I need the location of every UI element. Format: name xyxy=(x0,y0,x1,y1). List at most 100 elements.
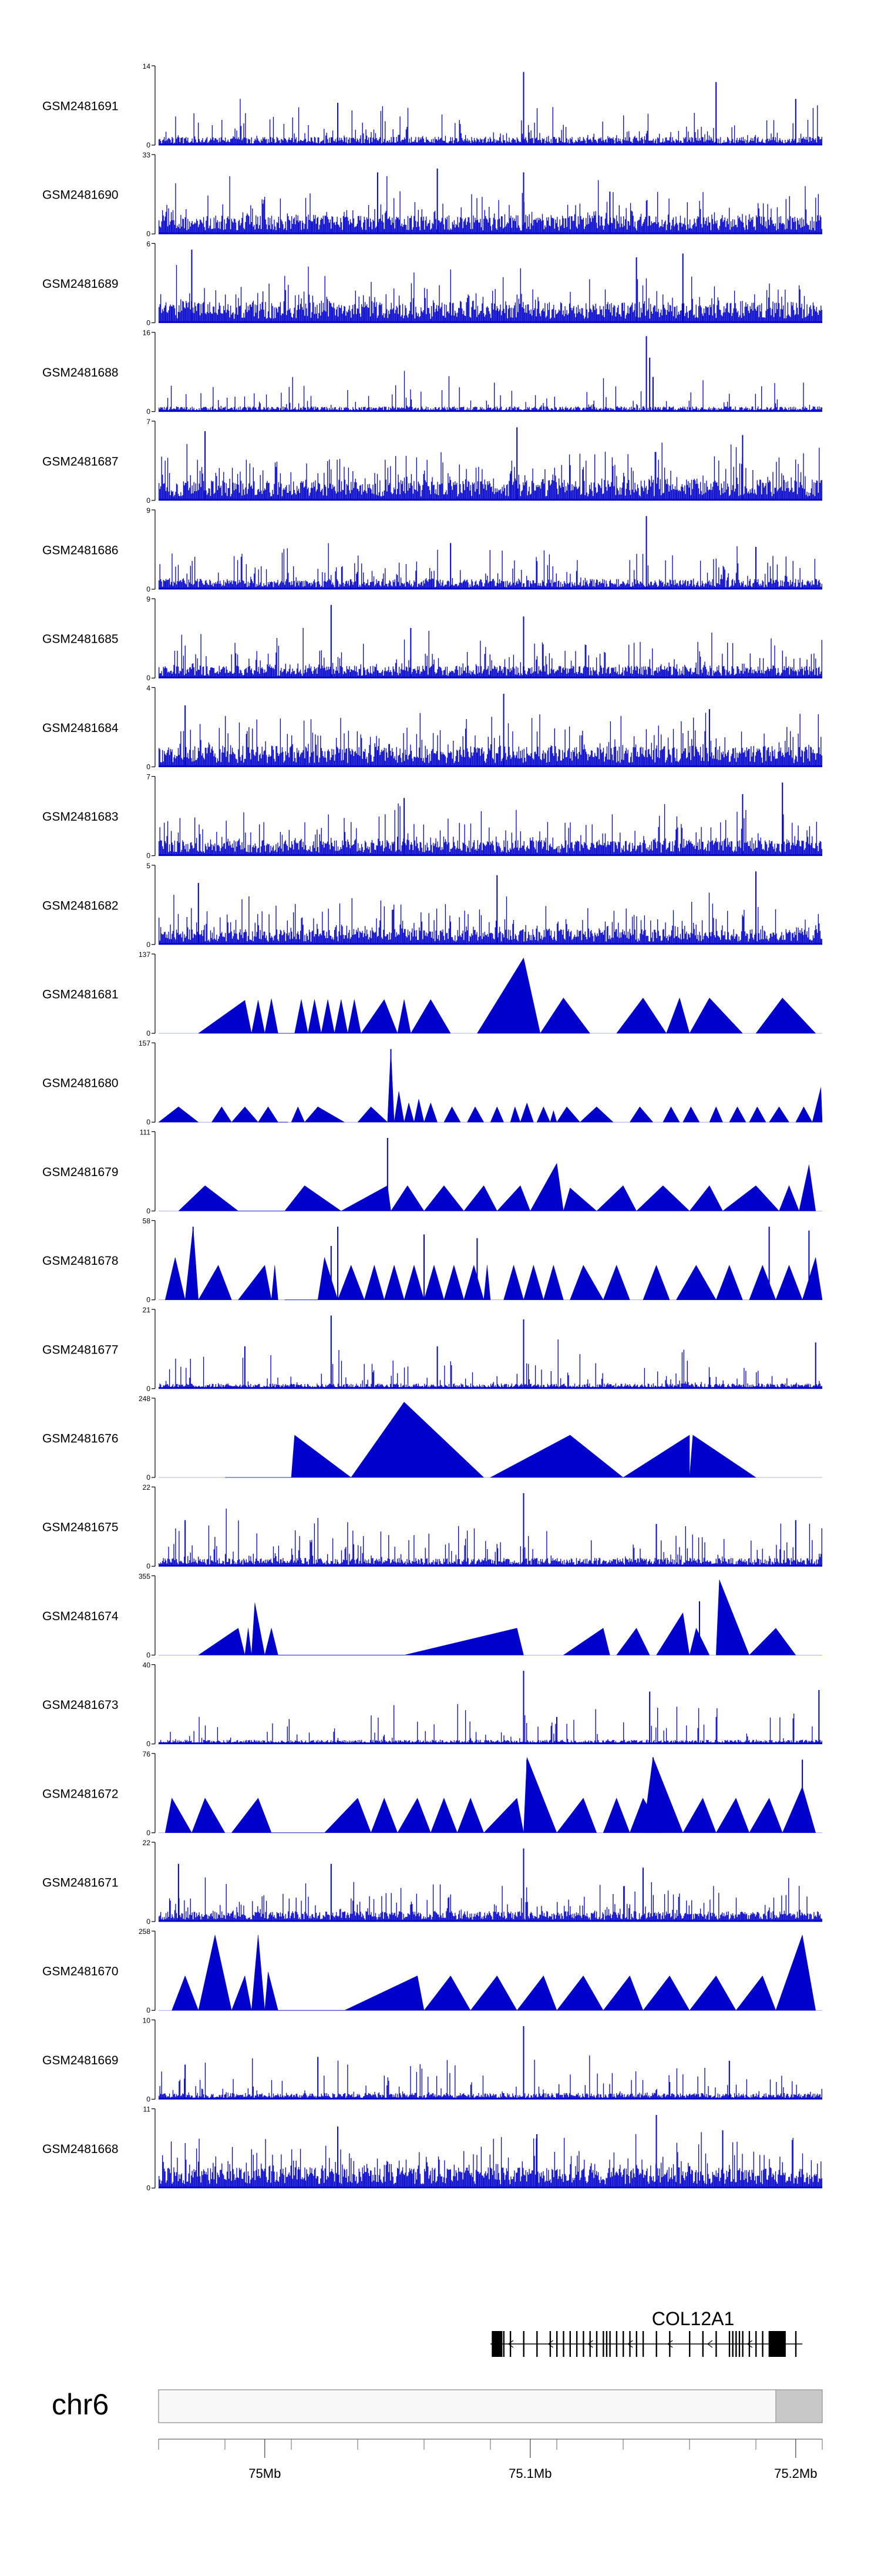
coverage-triangle xyxy=(294,999,308,1034)
y-max-label: 6 xyxy=(146,240,150,248)
gene-exon xyxy=(623,2331,624,2357)
coverage-triangle xyxy=(496,1185,531,1211)
coverage-triangle xyxy=(735,1975,776,2011)
coverage-triangle xyxy=(722,1185,780,1211)
y-max-label: 76 xyxy=(143,1750,151,1758)
gene-exon xyxy=(702,2331,704,2357)
y-max-label: 16 xyxy=(143,329,151,337)
coverage-triangle xyxy=(689,1435,756,1478)
gene-exon xyxy=(732,2331,734,2357)
y-max-label: 4 xyxy=(146,684,150,692)
gene-exon-block xyxy=(492,2331,503,2357)
coverage-triangle xyxy=(523,1757,557,1833)
coverage-triangle xyxy=(769,1106,789,1123)
coverage-bars xyxy=(159,442,822,501)
track-GSM2481684: GSM2481684 4 0 xyxy=(42,684,822,771)
track-GSM2481683: GSM2481683 7 0 xyxy=(42,773,822,860)
coverage-bars xyxy=(159,1508,822,1567)
track-GSM2481671: GSM2481671 22 0 xyxy=(42,1839,822,1926)
coverage-triangle xyxy=(463,1264,485,1300)
track-GSM2481677: GSM2481677 21 0 xyxy=(42,1306,822,1393)
gene-exon xyxy=(738,2331,741,2357)
y-max-label: 14 xyxy=(143,62,151,70)
coverage-triangle xyxy=(403,1264,425,1300)
track-GSM2481678: GSM2481678 58 0 xyxy=(42,1217,823,1304)
gene-exon xyxy=(536,2331,538,2357)
track-label: GSM2481691 xyxy=(42,100,119,113)
y-max-label: 22 xyxy=(143,1483,151,1492)
track-GSM2481674: GSM2481674 355 0 xyxy=(42,1572,822,1659)
coverage-triangle xyxy=(802,1257,823,1300)
track-GSM2481685: GSM2481685 9 0 xyxy=(42,595,822,682)
coverage-triangle xyxy=(543,1264,564,1300)
coverage-triangle xyxy=(337,1265,365,1300)
y-max-label: 9 xyxy=(146,595,150,603)
coverage-triangle xyxy=(351,1402,485,1478)
coverage-triangle xyxy=(443,1106,461,1123)
track-label: GSM2481669 xyxy=(42,2054,119,2067)
y-min-label: 0 xyxy=(146,1651,150,1659)
coverage-triangle xyxy=(603,1975,644,2011)
y-min-label: 0 xyxy=(146,1562,150,1570)
coverage-triangle xyxy=(357,1106,388,1123)
coverage-triangle xyxy=(172,1975,199,2011)
coverage-triangle xyxy=(231,1798,272,1833)
strand-arrow xyxy=(627,2340,633,2348)
coverage-triangle xyxy=(656,1612,690,1655)
coverage-bars xyxy=(159,371,822,412)
coverage-bars xyxy=(159,2132,822,2188)
y-min-label: 0 xyxy=(146,763,150,771)
gene-exon xyxy=(503,2331,505,2357)
gene-exon xyxy=(563,2331,564,2357)
coverage-triangle xyxy=(689,998,743,1034)
gene-exon xyxy=(609,2331,611,2357)
coverage-triangle xyxy=(397,1798,431,1833)
track-GSM2481679: GSM2481679 111 0 xyxy=(42,1128,822,1215)
coverage-triangle xyxy=(467,1106,485,1123)
coverage-triangle xyxy=(251,1934,265,2011)
coverage-triangle xyxy=(211,1106,232,1123)
track-GSM2481675: GSM2481675 22 0 xyxy=(42,1483,822,1570)
y-max-label: 157 xyxy=(139,1039,150,1047)
y-min-label: 0 xyxy=(146,2006,150,2014)
coverage-triangle xyxy=(755,998,816,1034)
y-max-label: 258 xyxy=(139,1927,150,1936)
track-GSM2481669: GSM2481669 10 0 xyxy=(42,2016,822,2103)
strand-arrow xyxy=(587,2340,593,2348)
coverage-triangle xyxy=(563,1187,597,1211)
coverage-triangle xyxy=(516,1975,557,2011)
coverage-bars xyxy=(159,1339,822,1389)
y-min-label: 0 xyxy=(146,230,150,238)
y-min-label: 0 xyxy=(146,1917,150,1926)
coverage-triangle xyxy=(715,1265,743,1300)
gene-exon xyxy=(669,2331,671,2357)
track-GSM2481682: GSM2481682 5 0 xyxy=(42,862,822,949)
coverage-triangle xyxy=(271,1265,278,1300)
coverage-triangle xyxy=(413,1099,425,1123)
coverage-triangle xyxy=(556,1106,581,1123)
coverage-triangle xyxy=(603,1265,630,1300)
coverage-triangle xyxy=(164,1257,186,1300)
coverage-triangle xyxy=(643,1756,684,1833)
coverage-triangle xyxy=(423,1975,471,2011)
y-min-label: 0 xyxy=(146,852,150,860)
gene-exon xyxy=(569,2331,571,2357)
coverage-triangle xyxy=(430,1798,458,1833)
gene-exon xyxy=(583,2331,584,2357)
coverage-triangle xyxy=(158,1106,199,1123)
coverage-bars xyxy=(159,2056,822,2100)
y-max-label: 248 xyxy=(139,1395,150,1403)
coverage-triangle xyxy=(341,1185,391,1211)
coverage-triangle xyxy=(596,1185,637,1211)
axis-tick-label: 75Mb xyxy=(248,2466,281,2481)
coverage-bars xyxy=(159,1704,822,1744)
coverage-triangle xyxy=(749,1265,776,1300)
track-label: GSM2481685 xyxy=(42,633,119,646)
y-max-label: 11 xyxy=(143,2105,151,2114)
coverage-bars xyxy=(159,543,822,589)
coverage-triangle xyxy=(663,1106,680,1123)
coverage-triangle xyxy=(384,1264,405,1300)
coverage-triangle xyxy=(304,1106,345,1123)
coverage-triangle xyxy=(530,1163,564,1211)
track-GSM2481681: GSM2481681 137 0 xyxy=(42,951,822,1037)
